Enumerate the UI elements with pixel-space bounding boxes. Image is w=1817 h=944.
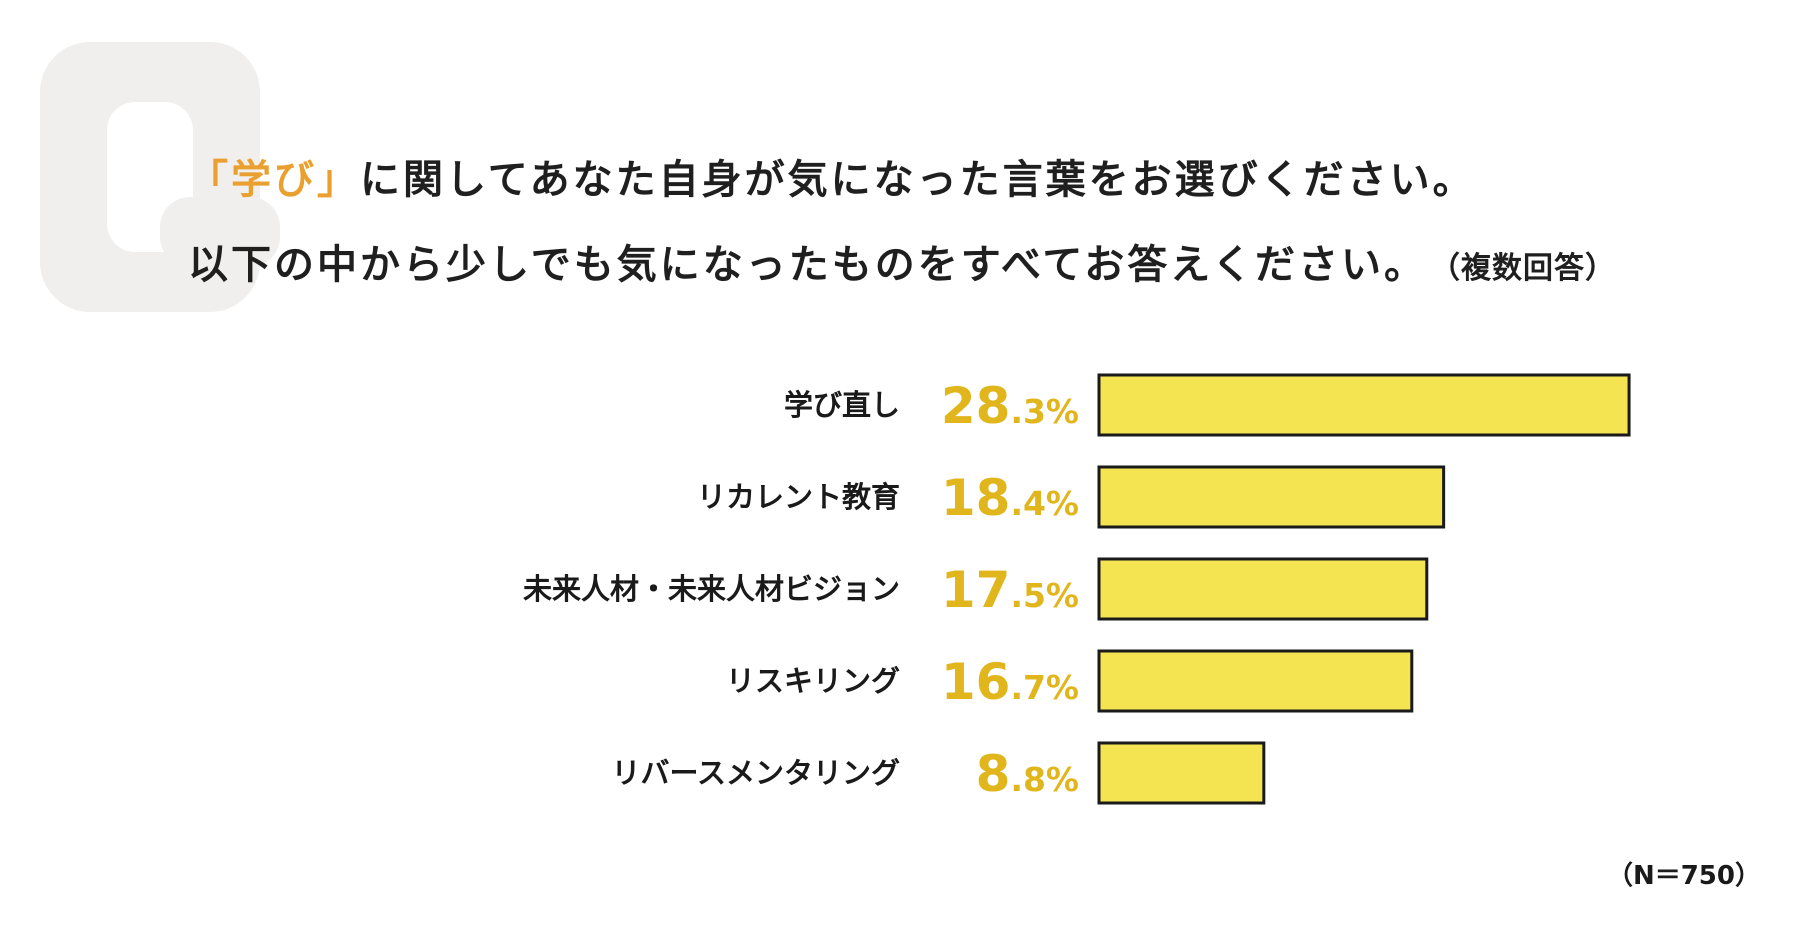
category-label: 学び直し bbox=[784, 388, 900, 422]
bar bbox=[1097, 373, 1631, 437]
bar bbox=[1097, 465, 1446, 529]
bar bbox=[1097, 557, 1429, 621]
question-open-bracket: 「 bbox=[188, 157, 231, 203]
question-line-2-text: 以下の中から少しでも気になったものをすべてお答えください。 bbox=[188, 242, 1427, 288]
category-label: リカレント教育 bbox=[697, 480, 900, 514]
question-line-2: 以下の中から少しでも気になったものをすべてお答えください。 （複数回答） bbox=[188, 232, 1616, 290]
value-label: 16.7% bbox=[941, 653, 1079, 711]
question-accent-term: 学び bbox=[231, 157, 317, 203]
multiple-answer-note: （複数回答） bbox=[1445, 251, 1616, 286]
value-label: 17.5% bbox=[941, 561, 1079, 619]
bar bbox=[1097, 649, 1414, 713]
value-label-integer: 18 bbox=[941, 469, 1011, 527]
value-label: 18.4% bbox=[941, 469, 1079, 527]
value-label-integer: 17 bbox=[941, 561, 1011, 619]
bar bbox=[1097, 741, 1266, 805]
category-label: リバースメンタリング bbox=[611, 756, 900, 790]
value-label-integer: 8 bbox=[976, 745, 1011, 803]
value-label: 8.8% bbox=[976, 745, 1079, 803]
question-line-1: 「学び」に関してあなた自身が気になった言葉をお選びください。 bbox=[188, 147, 1476, 205]
category-label: 未来人材・未来人材ビジョン bbox=[523, 572, 900, 606]
value-label-integer: 16 bbox=[941, 653, 1011, 711]
value-label-decimal: .7% bbox=[1010, 668, 1079, 707]
q-mark-icon bbox=[40, 42, 280, 312]
value-label-decimal: .3% bbox=[1010, 392, 1079, 431]
category-label: リスキリング bbox=[726, 664, 900, 698]
sample-size-label: （N＝750） bbox=[1606, 861, 1761, 891]
question-close-bracket: 」 bbox=[317, 157, 360, 203]
value-label-decimal: .8% bbox=[1010, 760, 1079, 799]
question-line-1-text: に関してあなた自身が気になった言葉をお選びください。 bbox=[360, 157, 1476, 203]
value-label-integer: 28 bbox=[941, 377, 1011, 435]
value-label-decimal: .4% bbox=[1010, 484, 1079, 523]
value-label-decimal: .5% bbox=[1010, 576, 1079, 615]
value-label: 28.3% bbox=[941, 377, 1079, 435]
